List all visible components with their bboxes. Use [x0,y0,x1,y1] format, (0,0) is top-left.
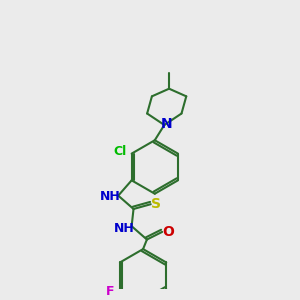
Text: NH: NH [114,222,134,235]
Text: F: F [106,285,115,298]
Text: Cl: Cl [113,145,127,158]
Text: NH: NH [100,190,121,203]
Text: S: S [152,197,161,211]
Text: N: N [160,117,172,131]
Text: O: O [162,225,174,239]
